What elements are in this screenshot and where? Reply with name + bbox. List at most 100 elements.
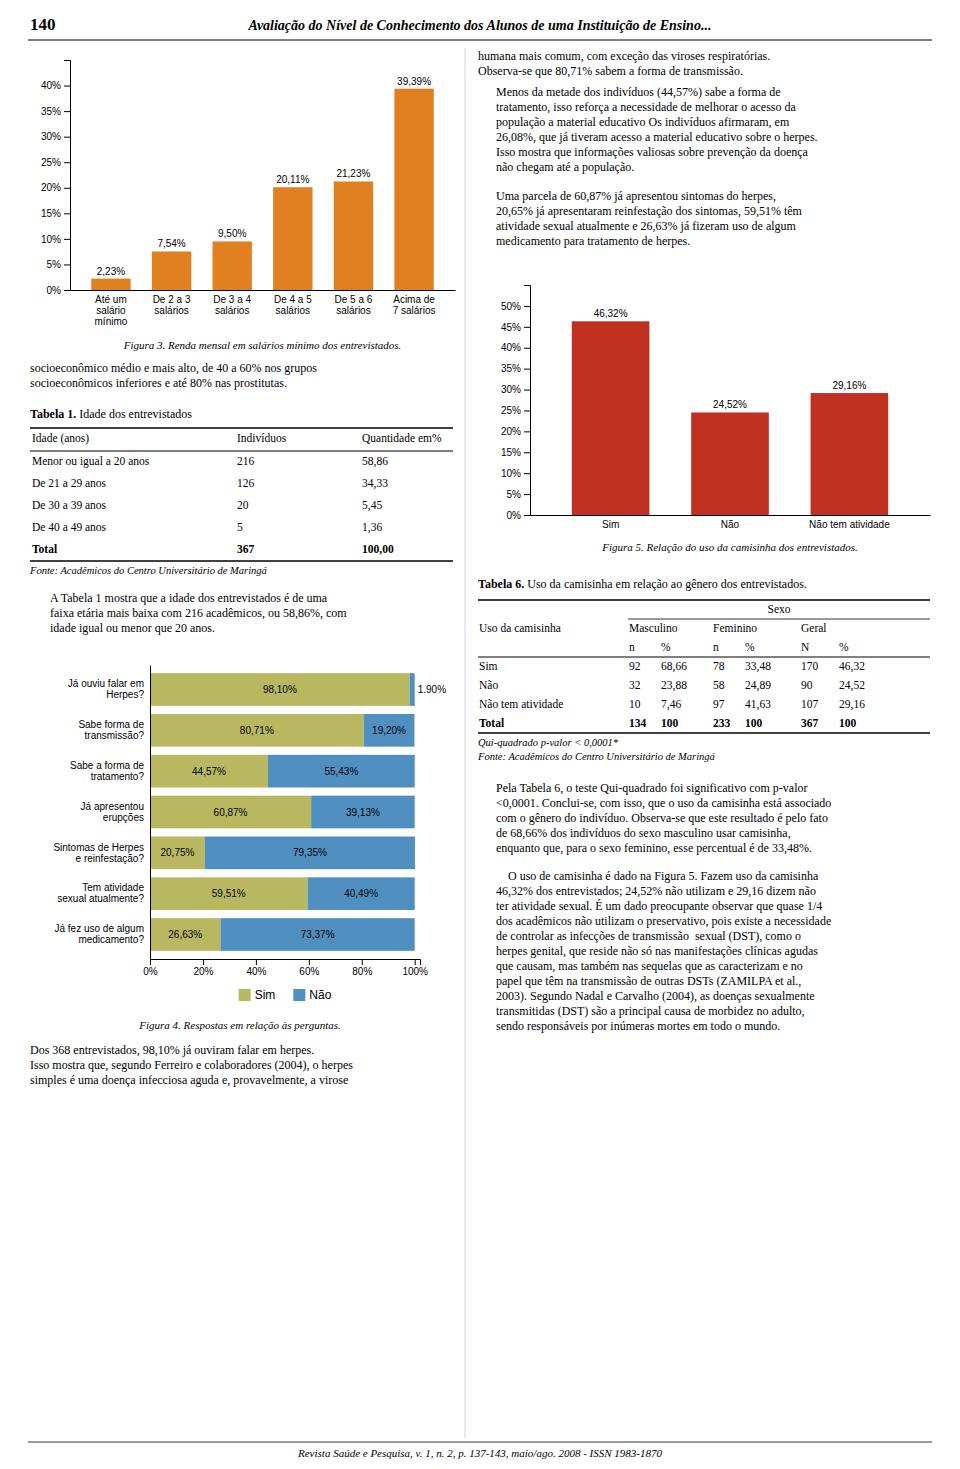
paragraph-line: de 68,66% dos indivíduos do sexo masculi… bbox=[496, 826, 791, 840]
tick-mark bbox=[524, 306, 530, 307]
tick-label-line: Já ouviu falar em bbox=[68, 678, 144, 689]
table-note: Fonte: Acadêmicos do Centro Universitári… bbox=[29, 565, 268, 576]
paragraph: Uma parcela de 60,87% já apresentou sint… bbox=[496, 189, 803, 248]
tick-label: Sim bbox=[602, 519, 619, 530]
rule bbox=[30, 560, 453, 562]
tick-label: De 3 a 4salários bbox=[213, 294, 251, 316]
paragraph-line: faixa etária mais baixa com 216 acadêmic… bbox=[50, 606, 347, 620]
chart-title-line: Figura 5. Relação do uso da camisinha do… bbox=[601, 541, 858, 553]
rule bbox=[28, 1442, 932, 1443]
data-label: 55,43% bbox=[324, 766, 358, 777]
tick-label: Sintomas de Herpese reinfestação? bbox=[53, 842, 144, 864]
table-header: % bbox=[745, 641, 755, 653]
bar bbox=[691, 412, 769, 515]
tick-mark bbox=[150, 959, 151, 965]
table-note: Qui-quadrado p-valor < 0,0001* bbox=[478, 737, 619, 748]
tick: Já apresentouerupções bbox=[81, 801, 144, 823]
table-cell-line: 216 bbox=[237, 455, 255, 467]
tick-mark bbox=[64, 188, 70, 189]
paragraph-line: papel que têm na transmissão de outras D… bbox=[496, 974, 801, 988]
page-number: 140 bbox=[30, 15, 56, 34]
tick-label: 0% bbox=[47, 285, 62, 296]
table-header-line: % bbox=[661, 641, 671, 653]
tick-label-line: salários bbox=[215, 305, 249, 316]
table-cell: Não bbox=[479, 679, 498, 691]
table-cell: 90 bbox=[801, 679, 813, 691]
tick-label: 20% bbox=[193, 966, 213, 977]
table-cell: 78 bbox=[713, 660, 725, 672]
paragraph-line: Uma parcela de 60,87% já apresentou sint… bbox=[496, 189, 776, 203]
table-cell: 92 bbox=[629, 660, 641, 672]
tick-label: 60% bbox=[299, 966, 319, 977]
bar bbox=[91, 279, 130, 290]
tick-label: 20% bbox=[501, 426, 521, 437]
table-cell: 100,00 bbox=[362, 543, 394, 555]
table-header: n bbox=[629, 641, 635, 653]
data-label: 60,87% bbox=[214, 807, 248, 818]
table-cell-line: 100,00 bbox=[362, 543, 394, 555]
tick-label: De 2 a 3salários bbox=[153, 294, 191, 316]
axis: SimNãoNão tem atividade bbox=[531, 516, 931, 531]
table-header-line: Idade (anos) bbox=[32, 432, 89, 445]
paragraph: Pela Tabela 6, o teste Qui-quadrado foi … bbox=[496, 781, 831, 855]
tick-label: De 5 a 6salários bbox=[335, 294, 373, 316]
table-cell: 100 bbox=[745, 717, 763, 729]
legend-swatch bbox=[239, 989, 251, 1001]
paragraph-line: Isso mostra que, segundo Ferreiro e cola… bbox=[30, 1058, 353, 1072]
tick-label: 40% bbox=[41, 80, 61, 91]
tick-label-line: salário bbox=[96, 305, 126, 316]
table-header-line: % bbox=[745, 641, 755, 653]
bar-segment bbox=[410, 673, 415, 706]
paragraph-line: Pela Tabela 6, o teste Qui-quadrado foi … bbox=[496, 781, 808, 795]
bar-segment bbox=[205, 837, 415, 870]
tick-label-line: Não bbox=[721, 519, 740, 530]
bar-segment bbox=[364, 714, 415, 747]
table-cell: 58 bbox=[713, 679, 725, 691]
paragraph-line: O uso de camisinha é dado na Figura 5. F… bbox=[496, 869, 819, 883]
table-note-line: Qui-quadrado p-valor < 0,0001* bbox=[478, 737, 619, 748]
table-cell: 126 bbox=[237, 477, 255, 489]
tick-mark bbox=[524, 515, 530, 516]
tick-label-line: medicamento? bbox=[78, 934, 144, 945]
tick: 20% bbox=[193, 959, 213, 977]
tick: 10% bbox=[41, 234, 70, 245]
table-cell-line: 1,36 bbox=[362, 521, 382, 534]
data-label: 2,23% bbox=[97, 266, 125, 277]
data-labels: 98,10%80,71%44,57%60,87%20,75%59,51%26,6… bbox=[161, 684, 447, 940]
table-cell: 1,36 bbox=[362, 521, 382, 534]
table-cell: 367 bbox=[801, 717, 819, 729]
paragraph-line: sendo responsáveis por inúmeras mortes e… bbox=[496, 1019, 780, 1033]
table-cell: Sim bbox=[479, 660, 498, 672]
data-label: 80,71% bbox=[240, 725, 274, 736]
table-header-line: n bbox=[629, 641, 635, 653]
paragraph-line: Dos 368 entrevistados, 98,10% já ouviram… bbox=[30, 1043, 314, 1057]
table-header: N bbox=[801, 641, 810, 653]
data-label: 46,32% bbox=[594, 308, 628, 319]
tick-label: Não bbox=[721, 519, 740, 530]
tick-label: Já fez uso de algummedicamento? bbox=[55, 923, 145, 945]
table-cell-line: De 40 a 49 anos bbox=[32, 521, 107, 533]
data-label: 44,57% bbox=[192, 766, 226, 777]
tick-label-line: Sintomas de Herpes bbox=[53, 842, 144, 853]
data-label: 79,35% bbox=[293, 847, 327, 858]
data-label: 21,23% bbox=[336, 168, 370, 179]
axis-line bbox=[151, 960, 421, 966]
tick: 15% bbox=[501, 447, 530, 458]
table-cell-line: 24,52 bbox=[839, 679, 865, 692]
tick-label-line: salários bbox=[154, 305, 188, 316]
tick-label: 5% bbox=[507, 489, 522, 500]
tick: De 4 a 5salários bbox=[274, 294, 312, 316]
tick: 40% bbox=[501, 342, 530, 353]
tick-mark bbox=[309, 959, 310, 965]
table-header: Sexo bbox=[768, 603, 791, 615]
table-cell: 29,16 bbox=[839, 698, 865, 711]
tick-mark bbox=[524, 431, 530, 432]
tick: 5% bbox=[507, 489, 530, 500]
tick-label-line: Herpes? bbox=[106, 689, 144, 700]
tick-label-line: Tem atividade bbox=[82, 882, 144, 893]
tick: 100% bbox=[402, 959, 428, 977]
chart-title: Figura 4. Respostas em relação às pergun… bbox=[138, 1019, 340, 1031]
table-header: % bbox=[839, 641, 849, 653]
tick-label: 0% bbox=[143, 966, 158, 977]
bar-segment bbox=[150, 755, 268, 788]
